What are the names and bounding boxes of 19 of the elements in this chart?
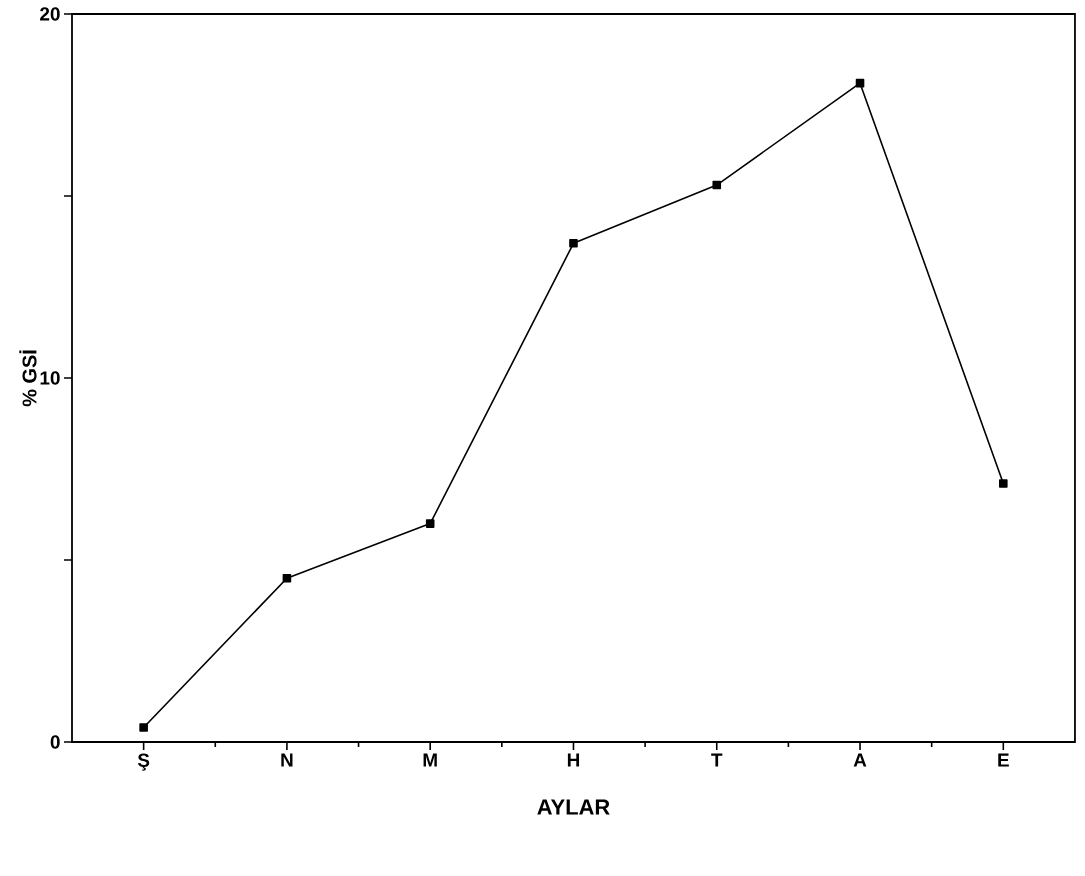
x-tick-label: H [567,753,580,767]
point [712,180,722,190]
point [282,573,292,583]
x-tick-label: Ş [137,753,150,771]
x-tick-label: T [711,753,723,767]
point [999,479,1008,488]
y-axis-title: % GSİ [19,350,37,407]
x-tick-label: A [853,753,867,767]
x-tick-label: M [423,753,437,767]
point [569,239,578,248]
point [855,78,865,88]
x-tick-label: N [281,753,293,767]
point [425,519,435,528]
y-tick-label: 0 [50,735,60,749]
y-tick-label: 10 [40,371,60,385]
x-tick-label: E [998,753,1009,767]
point [139,723,148,732]
y-tick-label: 20 [40,7,60,21]
x-axis-title: AYLAR [537,799,610,815]
